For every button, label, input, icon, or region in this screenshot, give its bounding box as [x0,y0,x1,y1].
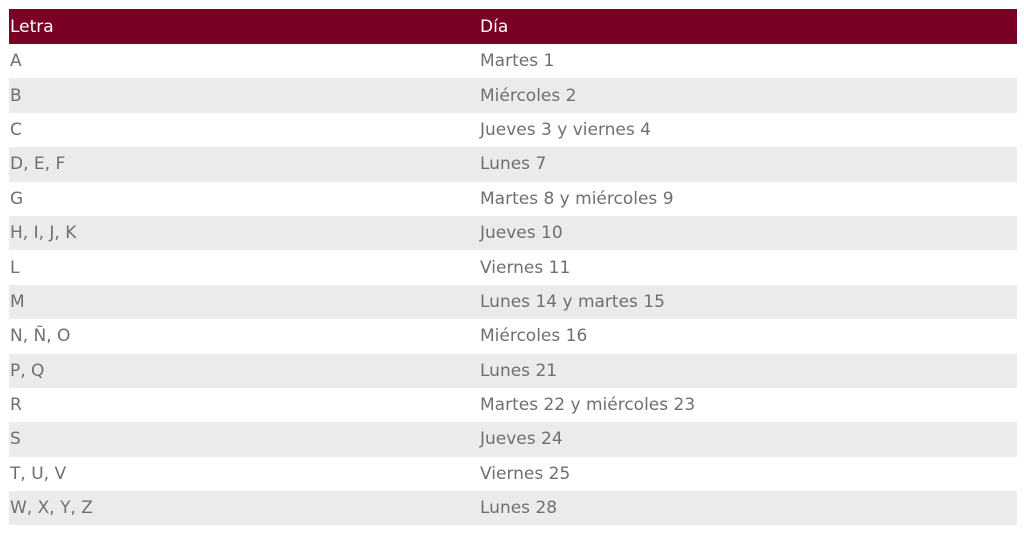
table-row: T, U, V Viernes 25 [9,457,1017,491]
cell-letra: G [10,188,24,209]
cell-dia: Miércoles 16 [480,326,588,347]
table-row: G Martes 8 y miércoles 9 [9,182,1017,216]
cell-dia: Viernes 11 [480,257,571,278]
cell-dia: Miércoles 2 [480,85,577,106]
cell-dia: Viernes 25 [480,463,571,484]
table-row: W, X, Y, Z Lunes 28 [9,491,1017,526]
cell-letra: H, I, J, K [10,223,77,244]
table-row: H, I, J, K Jueves 10 [9,215,1017,251]
cell-letra: C [10,119,22,140]
cell-letra: L [10,257,20,278]
cell-letra: M [10,291,25,312]
table-row: R Martes 22 y miércoles 23 [9,388,1017,422]
cell-dia: Martes 22 y miércoles 23 [480,395,696,416]
cell-letra: R [10,395,22,416]
table-row: A Martes 1 [9,44,1017,78]
table-row: D, E, F Lunes 7 [9,147,1017,182]
table-row: N, Ñ, O Miércoles 16 [9,319,1017,353]
column-header-dia: Día [480,16,509,37]
cell-dia: Lunes 14 y martes 15 [480,291,665,312]
table-row: B Miércoles 2 [9,78,1017,113]
cell-letra: A [10,51,22,72]
table-row: C Jueves 3 y viernes 4 [9,113,1017,147]
cell-dia: Jueves 10 [480,223,563,244]
cell-letra: P, Q [10,360,45,381]
table-row: M Lunes 14 y martes 15 [9,284,1017,320]
table-header: Letra Día [9,9,1017,44]
cell-letra: T, U, V [10,463,67,484]
cell-dia: Lunes 28 [480,498,558,519]
cell-letra: D, E, F [10,154,66,175]
cell-dia: Martes 8 y miércoles 9 [480,188,674,209]
cell-letra: B [10,85,22,106]
schedule-table: Letra Día A Martes 1 B Miércoles 2 C Jue… [9,9,1017,526]
cell-letra: S [10,429,21,450]
cell-dia: Jueves 3 y viernes 4 [480,119,651,140]
table-row: P, Q Lunes 21 [9,353,1017,388]
cell-dia: Lunes 7 [480,154,547,175]
cell-letra: W, X, Y, Z [10,498,93,519]
table-body: A Martes 1 B Miércoles 2 C Jueves 3 y vi… [9,44,1017,526]
cell-dia: Martes 1 [480,51,555,72]
table-row: L Viernes 11 [9,250,1017,284]
cell-letra: N, Ñ, O [10,326,71,347]
column-header-letra: Letra [10,16,54,37]
cell-dia: Lunes 21 [480,360,558,381]
header-row: Letra Día [9,9,1017,44]
table-row: S Jueves 24 [9,422,1017,457]
cell-dia: Jueves 24 [480,429,563,450]
schedule-table-container: Letra Día A Martes 1 B Miércoles 2 C Jue… [9,9,1017,526]
